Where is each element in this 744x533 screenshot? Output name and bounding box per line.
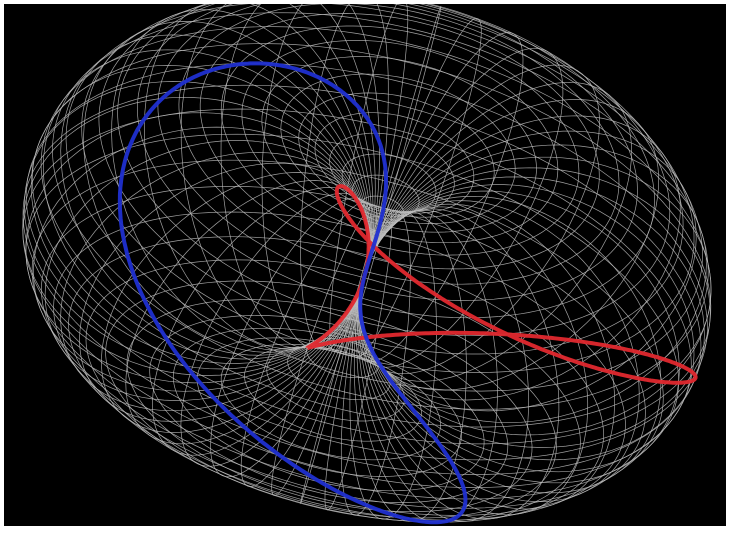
blue-curve [117,61,468,525]
mesh-parallel-line [52,12,709,410]
torus-render [4,4,726,526]
mesh-parallel-line [25,62,708,461]
torus-wireframe-figure [4,4,726,526]
mesh-parallel-line [352,174,420,217]
mesh-parallel-line [220,343,441,461]
mesh-parallel-line [172,327,485,492]
mesh-parallel-line [105,280,557,519]
mesh-parallel-line [98,4,684,355]
mesh-parallel-line [22,84,702,475]
mesh-parallel-line [341,153,437,213]
torus-knot-curves [117,61,698,525]
mesh-parallel-line [196,337,462,477]
mesh-parallel-line [81,4,695,373]
mesh-parallel-line [199,13,600,270]
mesh-parallel-line [241,40,559,244]
mesh-parallel-line [117,4,671,337]
mesh-parallel-line [329,132,455,212]
mesh-parallel-line [360,195,405,223]
mesh-parallel-line [314,112,475,214]
mesh-parallel-line [220,25,580,256]
mesh-parallel-line [149,315,509,503]
mesh-parallel-line [137,4,655,319]
mesh-parallel-line [31,159,664,509]
mesh-parallel-line [244,347,422,442]
mesh-parallel-line [261,56,537,233]
mesh-parallel-line [22,108,692,488]
mesh-parallel-line [41,185,646,516]
mesh-parallel-line [25,133,680,500]
mesh-parallel-line [40,26,712,428]
mesh-parallel-line [65,4,703,392]
mesh-parallel-line [280,73,516,224]
mesh-parallel-line [298,92,495,218]
